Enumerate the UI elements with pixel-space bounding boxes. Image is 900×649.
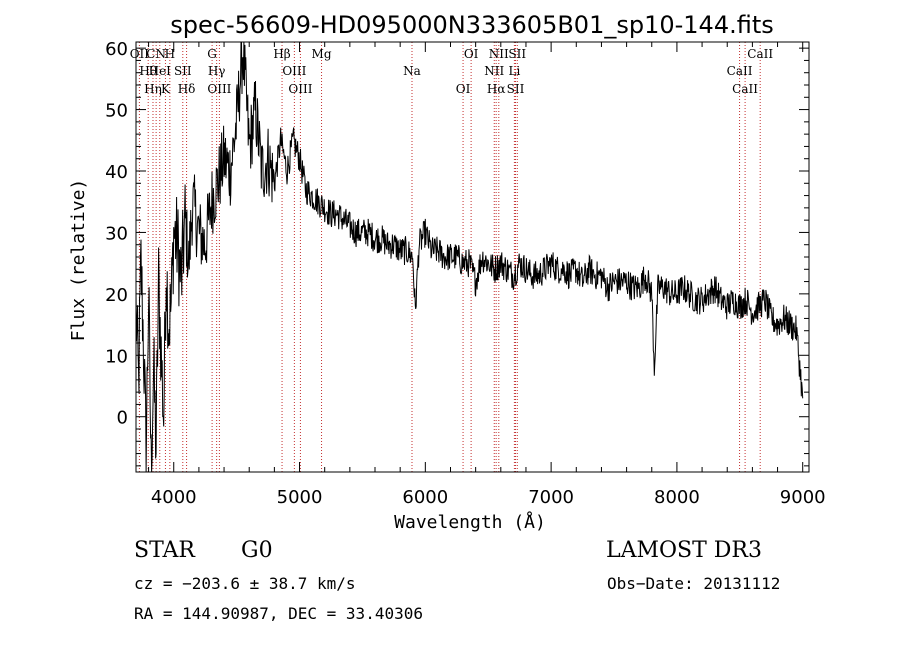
spectral-line-label: SII [507,82,525,96]
object-subclass: G0 [241,538,273,563]
spectral-line-label: OII [130,47,150,61]
y-tick-label: 30 [105,223,128,244]
spectral-line-label: CN [146,47,166,61]
object-type: STAR [134,538,195,563]
spectral-line-label: OI [464,47,479,61]
survey-label: LAMOST DR3 [606,538,762,563]
x-tick-label: 4000 [151,487,197,508]
spectral-line-label: OIII [282,64,306,78]
spectral-line-label: Hα [487,82,506,96]
spectral-line-label: NII [489,47,509,61]
spectral-line-label: HeI [149,64,172,78]
y-tick-label: 0 [117,408,128,429]
y-tick-label: 50 [105,101,128,122]
x-axis-label: Wavelength (Å) [394,511,546,533]
x-tick-label: 6000 [402,487,448,508]
spectral-line-label: H [165,47,175,61]
observation-date: Obs−Date: 20131112 [607,574,781,593]
x-tick-label: 5000 [277,487,323,508]
spectral-line-label: Hη [144,82,162,96]
spectral-line-label: OI [456,82,471,96]
spectral-line-labels: OII Hθ Hη CN HeI K H SII Hδ G Hγ OIII Hβ OIII OIII Mg Na… [130,47,774,96]
spectral-line-label: CaII [727,64,753,78]
spectral-line-label: Hβ [273,47,290,61]
chart-title: spec-56609-HD095000N333605B01_sp10-144.f… [170,11,774,39]
spectral-line-label: CaII [732,82,758,96]
y-tick-label: 60 [105,39,128,60]
series-layer [135,41,804,473]
spectral-line-label: SII [508,47,526,61]
axis-tick-labels: 4000 5000 6000 7000 8000 9000 0 10 20 30 40 50 60 [105,39,826,508]
flux-series-line [135,41,804,473]
spectral-line-label: Hγ [208,64,226,78]
coordinates: RA = 144.90987, DEC = 33.40306 [134,604,423,623]
spectral-line-label: Mg [312,47,332,61]
y-tick-label: 20 [105,285,128,306]
x-tick-label: 9000 [780,487,826,508]
spectral-line-label: SII [174,64,192,78]
spectral-line-label: Li [508,64,520,78]
spectral-line-label: G [207,47,217,61]
redshift-velocity: cz = −203.6 ± 38.7 km/s [134,574,356,593]
spectral-line-label: Hδ [178,82,196,96]
spectral-line-label: Hθ [139,64,157,78]
spectral-line-label: NII [484,64,504,78]
spectral-line-label: OIII [288,82,312,96]
spectral-line-label: OIII [207,82,231,96]
y-axis-label: Flux (relative) [68,179,89,342]
spectral-line-label: Na [403,64,421,78]
spectral-line-label: K [161,82,171,96]
y-tick-label: 10 [105,346,128,367]
y-tick-label: 40 [105,162,128,183]
spectral-line-label: CaII [747,47,773,61]
axis-ticks [136,42,809,472]
x-tick-label: 7000 [528,487,574,508]
x-tick-label: 8000 [654,487,700,508]
